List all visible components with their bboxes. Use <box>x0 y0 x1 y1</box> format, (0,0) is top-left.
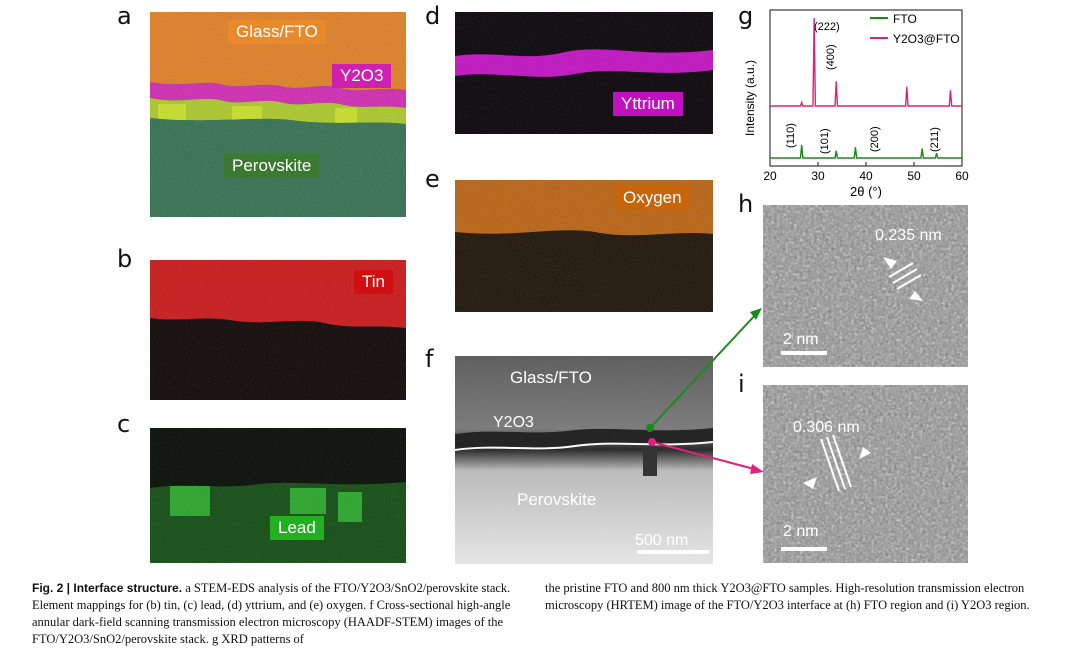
glass-fto-tag: Glass/FTO <box>228 20 326 44</box>
scale-bar-label-h: 2 nm <box>783 331 819 348</box>
panel-label-a: a <box>117 2 132 30</box>
figure-caption-right: the pristine FTO and 800 nm thick Y2O3@F… <box>545 581 1030 612</box>
peak-label-200: (200) <box>869 126 881 152</box>
panel-label-d: d <box>425 2 441 30</box>
x-tick-label-3: 50 <box>907 169 921 183</box>
hrtem-y2o3-panel: 0.306 nm 2 nm <box>763 385 968 563</box>
panel-label-i: i <box>738 370 745 398</box>
figure-caption-title: Fig. 2 | Interface structure. <box>32 581 183 595</box>
panel-label-b: b <box>117 245 133 273</box>
figure-caption-text-1: a STEM-EDS analysis of the FTO/Y2O3/SnO2… <box>32 581 511 646</box>
peak-label-400: (400) <box>825 44 837 70</box>
perovskite-label: Perovskite <box>517 490 597 509</box>
panel-label-f: f <box>425 345 434 373</box>
oxygen-map-panel: Oxygen <box>455 180 713 312</box>
scale-bar-label-i: 2 nm <box>783 523 819 540</box>
xrd-series-line-0 <box>770 144 962 159</box>
figure-caption-left: Fig. 2 | Interface structure. a STEM-EDS… <box>32 580 517 648</box>
panel-label-g: g <box>738 2 754 30</box>
tin-tag: Tin <box>354 270 393 294</box>
callout-arrows <box>646 308 764 474</box>
peak-label-101: (101) <box>819 128 831 154</box>
panel-label-c: c <box>117 410 131 438</box>
y-axis-label: Intensity (a.u.) <box>743 60 757 136</box>
panel-label-e: e <box>425 165 440 193</box>
x-tick-label-2: 40 <box>859 169 873 183</box>
peak-label-110: (110) <box>785 123 797 148</box>
hrtem-fto-image <box>763 205 968 367</box>
hrtem-y2o3-image <box>763 385 968 563</box>
xrd-series-line-1 <box>770 17 962 107</box>
yttrium-map-panel: Yttrium <box>455 12 713 134</box>
lead-map-image <box>150 428 406 563</box>
lead-map-panel: Lead <box>150 428 406 563</box>
eds-overlay-image <box>150 12 406 217</box>
hrtem-fto-panel: 0.235 nm 2 nm <box>763 205 968 367</box>
peak-label-211: (211) <box>929 127 941 152</box>
legend-label-y2o3: Y2O3@FTO <box>893 32 960 46</box>
yttrium-tag: Yttrium <box>613 92 683 116</box>
scale-bar-label: 500 nm <box>635 532 689 549</box>
xrd-chart: 20 30 40 50 60 FTO Y2O3@FTO Intensity (a.u.)… <box>743 9 969 199</box>
tin-map-panel: Tin <box>150 260 406 400</box>
legend-label-fto: FTO <box>893 12 917 26</box>
panel-label-h: h <box>738 190 754 218</box>
arrow-head-green <box>750 308 762 320</box>
lattice-spacing-label-h: 0.235 nm <box>875 227 942 244</box>
lead-tag: Lead <box>270 516 324 540</box>
glass-fto-label: Glass/FTO <box>510 368 592 387</box>
x-tick-label-0: 20 <box>763 169 777 183</box>
oxygen-tag: Oxygen <box>615 186 690 210</box>
haadf-stem-panel: Glass/FTO Y2O3 Perovskite 500 nm <box>455 356 713 564</box>
x-tick-label-1: 30 <box>811 169 825 183</box>
arrow-head-pink <box>750 464 764 474</box>
peak-label-222: (222) <box>814 21 840 33</box>
y2o3-tag: Y2O3 <box>332 64 392 88</box>
lattice-spacing-label-i: 0.306 nm <box>793 419 860 436</box>
perovskite-tag: Perovskite <box>224 154 320 178</box>
xrd-chart-panel: 20 30 40 50 60 FTO Y2O3@FTO Intensity (a.u.)… <box>738 6 978 200</box>
y2o3-label: Y2O3 <box>493 414 534 431</box>
eds-overlay-panel: Glass/FTO Y2O3 Perovskite <box>150 12 406 217</box>
x-tick-label-4: 60 <box>955 169 969 183</box>
haadf-stem-image <box>455 356 713 564</box>
x-axis-label: 2θ (°) <box>850 184 882 199</box>
